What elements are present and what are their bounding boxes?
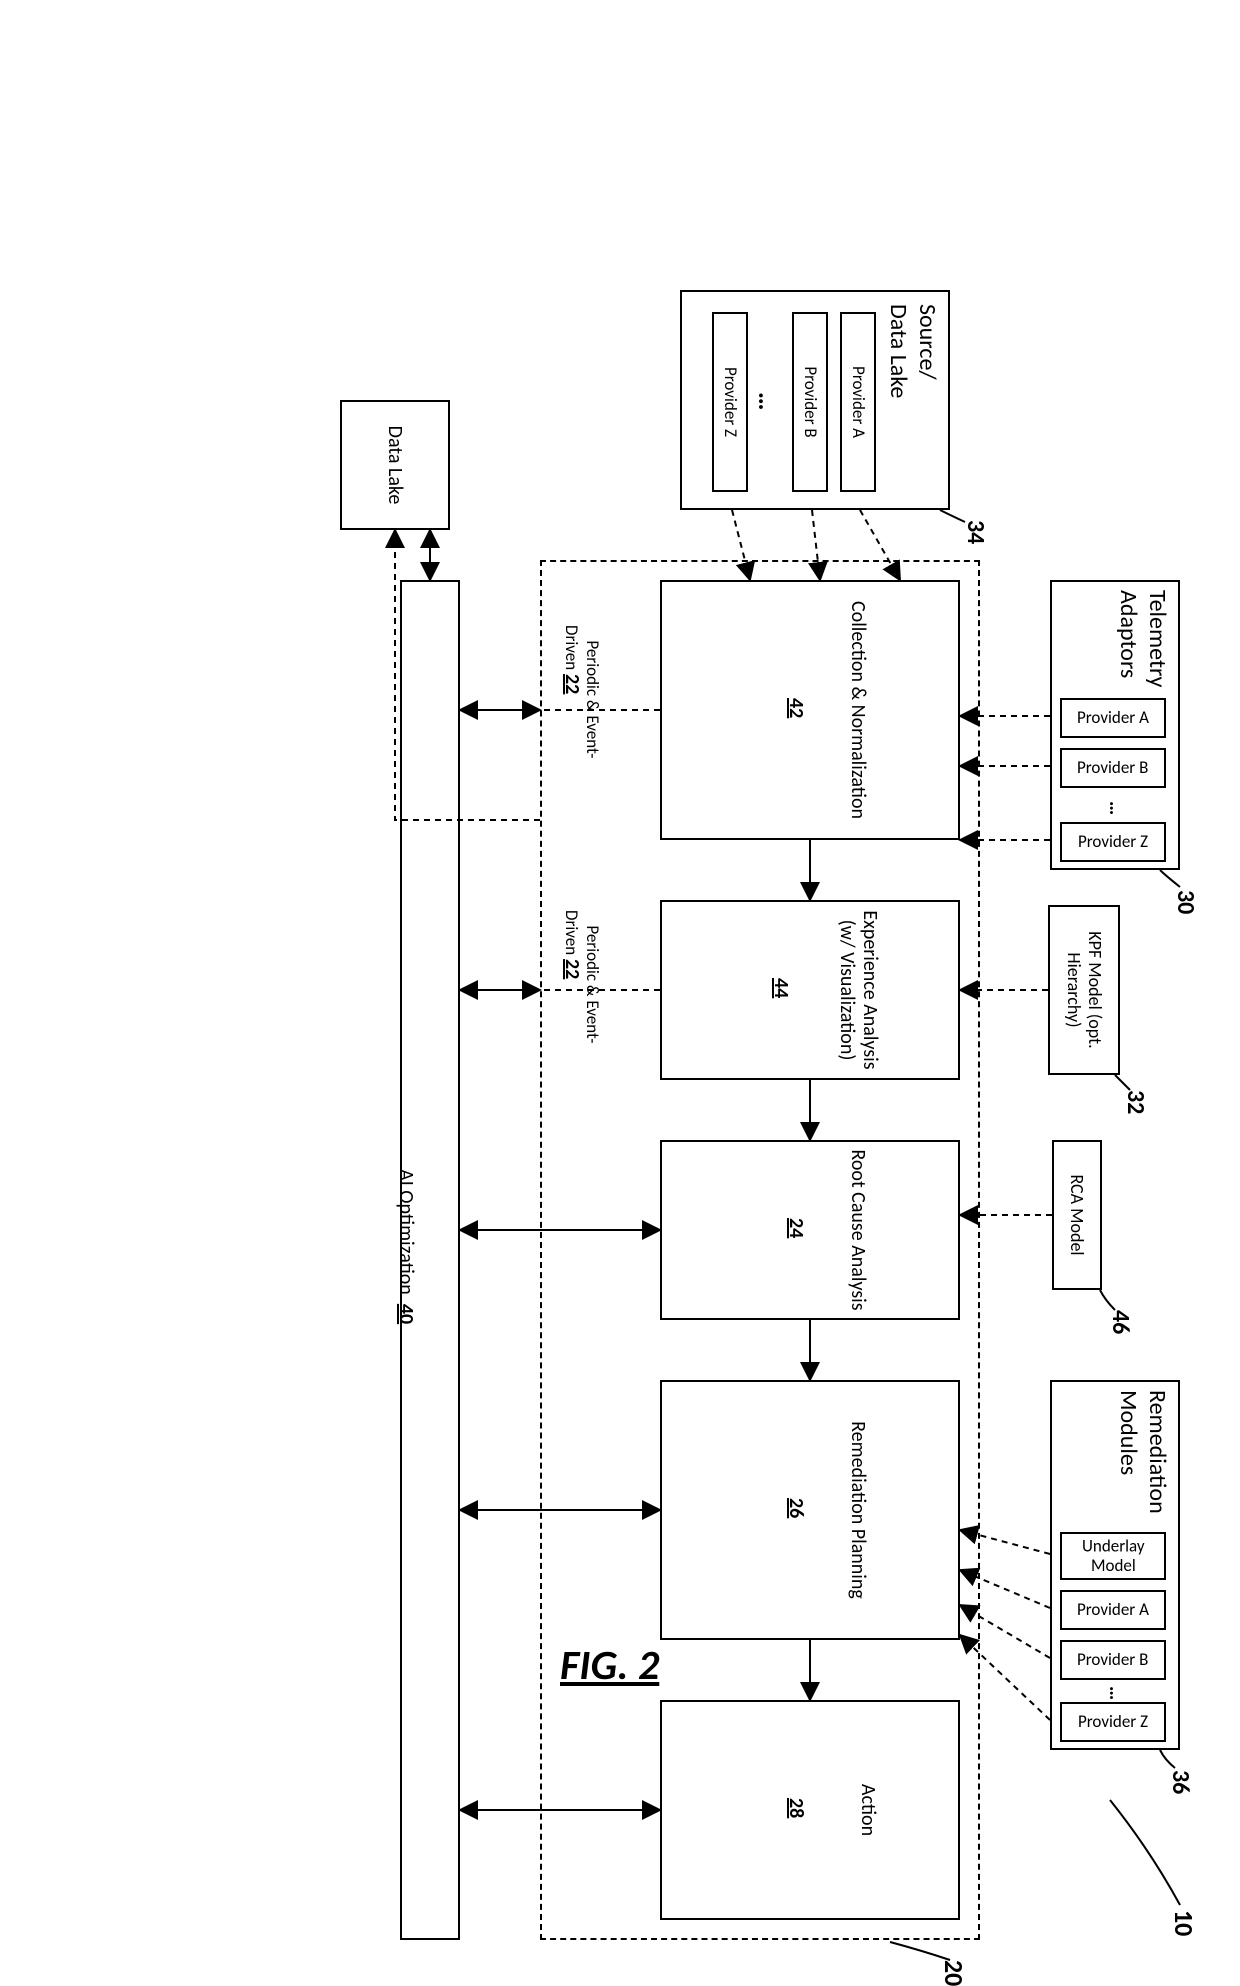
periodic-a: Periodic & Event- Driven 22 <box>542 625 620 758</box>
remediation-modules-box: Remediation Modules Underlay Model Provi… <box>1050 1380 1180 1750</box>
ai-opt-text: AI Optimization 40 <box>370 1142 442 1324</box>
ref-44: 44 <box>769 978 793 998</box>
action-text: Action <box>848 1702 888 1918</box>
remediation-box: Remediation Planning 26 <box>660 1380 960 1640</box>
tel-provider-z: Provider Z <box>1060 822 1166 862</box>
src-ellipsis: … <box>752 392 784 411</box>
rca-text: Root Cause Analysis <box>818 1142 898 1318</box>
telemetry-adaptors-box: Telemetry Adaptors Provider A Provider B… <box>1050 580 1180 870</box>
kpf-model-box: KPF Model (opt. Hierarchy) <box>1048 905 1120 1075</box>
action-box: Action 28 <box>660 1700 960 1920</box>
rem-provider-a: Provider A <box>1060 1590 1166 1630</box>
rca-box: Root Cause Analysis 24 <box>660 1140 960 1320</box>
tel-ellipsis: … <box>1104 801 1128 815</box>
ref-22a: 22 <box>560 674 584 694</box>
ref-28: 28 <box>784 1798 808 1818</box>
periodic-b: Periodic & Event- Driven 22 <box>542 910 620 1043</box>
ai-opt-box: AI Optimization 40 <box>400 580 460 1940</box>
ref-22b: 22 <box>560 959 584 979</box>
ref-24: 24 <box>784 1218 808 1238</box>
figure-caption: FIG. 2 <box>560 1640 659 1691</box>
ref-10: 10 <box>1168 1910 1200 1936</box>
rem-provider-b: Provider B <box>1060 1640 1166 1680</box>
src-provider-a: Provider A <box>840 312 876 492</box>
ref-26: 26 <box>784 1498 808 1518</box>
collection-box: Collection & Normalization 42 <box>660 580 960 840</box>
ref-36: 36 <box>1166 1770 1195 1794</box>
source-data-lake-box: Source/ Data Lake Provider A Provider B … <box>680 290 950 510</box>
ref-32: 32 <box>1121 1090 1150 1114</box>
experience-box: Experience Analysis (w/ Visualization) 4… <box>660 900 960 1080</box>
rem-mod-title: Remediation Modules <box>1114 1390 1172 1514</box>
remediation-text: Remediation Planning <box>818 1382 898 1638</box>
ref-46: 46 <box>1106 1310 1135 1334</box>
experience-text: Experience Analysis (w/ Visualization) <box>798 902 918 1078</box>
data-lake-box: Data Lake <box>340 400 450 530</box>
ref-20: 20 <box>938 1960 970 1986</box>
ref-40: 40 <box>394 1304 418 1324</box>
ref-34: 34 <box>961 520 990 544</box>
source-data-lake-title: Source/ Data Lake <box>884 304 942 398</box>
collection-text: Collection & Normalization <box>818 582 898 838</box>
src-provider-b: Provider B <box>792 312 828 492</box>
tel-provider-b: Provider B <box>1060 748 1166 788</box>
rem-ellipsis: … <box>1104 1686 1128 1700</box>
ref-30: 30 <box>1171 890 1200 914</box>
ai-opt-label: AI Optimization <box>394 1169 418 1304</box>
rca-model-box: RCA Model <box>1052 1140 1102 1290</box>
rem-underlay: Underlay Model <box>1060 1532 1166 1580</box>
src-provider-z: Provider Z <box>712 312 748 492</box>
telemetry-title: Telemetry Adaptors <box>1114 590 1172 687</box>
ref-42: 42 <box>784 698 808 718</box>
tel-provider-a: Provider A <box>1060 698 1166 738</box>
rem-provider-z: Provider Z <box>1060 1702 1166 1742</box>
